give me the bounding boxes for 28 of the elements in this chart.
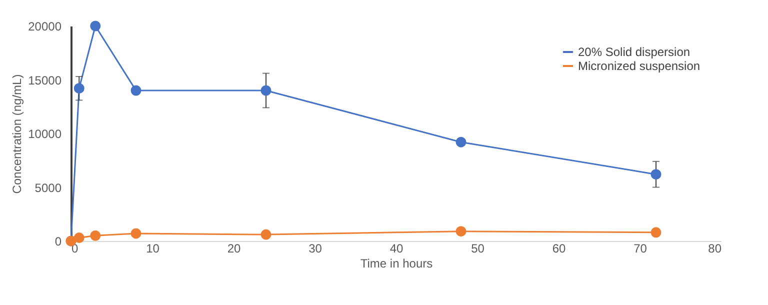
point (650, 227, 662, 238)
x-tick-label: 50 (471, 242, 485, 256)
x-tick-label: 60 (552, 242, 566, 256)
point (130, 85, 142, 96)
x-tick-label: 10 (146, 242, 160, 256)
legend-label: 20% Solid dispersion (578, 45, 690, 59)
point (74, 232, 84, 244)
point (90, 230, 101, 241)
y-tick-label: 10000 (28, 127, 62, 141)
point (260, 85, 272, 96)
y-tick-label: 20000 (28, 20, 62, 34)
point (90, 20, 101, 32)
x-tick-label: 30 (308, 242, 322, 256)
y-axis-title: Concentration (ng/mL) (10, 74, 24, 194)
y-tick-label: 15000 (28, 73, 62, 88)
point (456, 136, 466, 148)
point (74, 83, 84, 94)
x-tick-label: 70 (634, 242, 648, 256)
point (130, 228, 142, 239)
y-tick-label: 5000 (34, 180, 62, 195)
x-axis-title: Time in hours (360, 256, 433, 270)
x-tick-label: 20 (227, 242, 241, 256)
x-tick-label: 80 (708, 242, 722, 256)
x-tick-label: 40 (390, 242, 404, 256)
point (456, 226, 466, 237)
point (260, 229, 272, 240)
point (650, 169, 662, 180)
legend-label: Micronized suspension (578, 59, 700, 73)
